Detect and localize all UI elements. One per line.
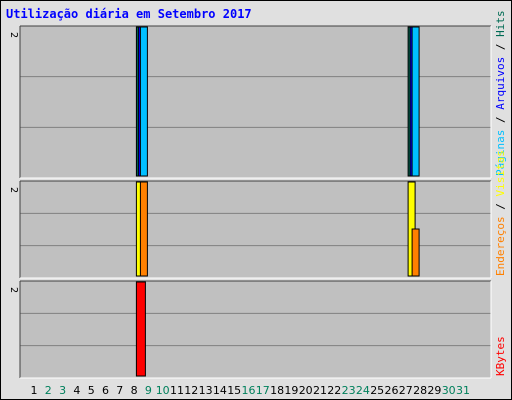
x-tick-label-day-24: 24 [356,384,370,397]
legend-arquivos: Arquivos [494,57,507,110]
x-tick-label-day-21: 21 [313,384,327,397]
x-tick-label-day-17: 17 [256,384,270,397]
bar-páginas-day-9 [140,27,147,176]
x-tick-label-day-18: 18 [270,384,284,397]
x-tick-label-day-30: 30 [442,384,456,397]
x-tick-label-day-25: 25 [370,384,384,397]
panel-1-background [20,26,491,178]
x-tick-label-day-23: 23 [342,384,356,397]
x-tick-label-day-10: 10 [156,384,170,397]
panel-3-ymax-label: 2 [8,287,19,293]
panel-2-legend: Endereços / Visitas [494,150,507,276]
legend-separator: / [494,37,507,57]
x-tick-label-day-16: 16 [242,384,256,397]
bar-páginas-day-28 [412,27,419,176]
x-tick-label-day-12: 12 [184,384,198,397]
x-tick-label-day-4: 4 [73,384,80,397]
x-tick-label-day-7: 7 [116,384,123,397]
bar-kbytes-day-9 [136,282,145,376]
x-tick-label-day-14: 14 [213,384,227,397]
legend-kbytes: KBytes [494,336,507,376]
legend-visitas: Visitas [494,150,507,196]
x-tick-label-day-26: 26 [385,384,399,397]
x-tick-label-day-28: 28 [413,384,427,397]
panel-3-background [20,281,491,378]
x-tick-label-day-13: 13 [199,384,213,397]
x-tick-label-day-3: 3 [59,384,66,397]
x-tick-label-day-5: 5 [88,384,95,397]
panel-1-ymax-label: 2 [8,32,19,38]
panel-2-ymax-label: 2 [8,187,19,193]
bar-endereços-day-9 [140,182,147,276]
bar-endereços-day-28 [412,229,419,276]
x-tick-label-day-1: 1 [31,384,38,397]
x-tick-label-day-22: 22 [327,384,341,397]
x-tick-label-day-19: 19 [284,384,298,397]
x-tick-label-day-15: 15 [227,384,241,397]
x-tick-label-day-20: 20 [299,384,313,397]
x-tick-label-day-6: 6 [102,384,109,397]
x-tick-label-day-8: 8 [131,384,138,397]
x-tick-label-day-11: 11 [170,384,184,397]
panel-2-background [20,181,491,278]
legend-endereços: Endereços [494,216,507,276]
x-tick-label-day-29: 29 [427,384,441,397]
x-tick-label-day-31: 31 [456,384,470,397]
x-tick-label-day-9: 9 [145,384,152,397]
legend-hits: Hits [494,10,507,37]
x-tick-label-day-27: 27 [399,384,413,397]
legend-separator: / [494,110,507,130]
panel-3-legend: KBytes [494,336,507,376]
x-tick-label-day-2: 2 [45,384,52,397]
legend-separator: / [494,197,507,217]
